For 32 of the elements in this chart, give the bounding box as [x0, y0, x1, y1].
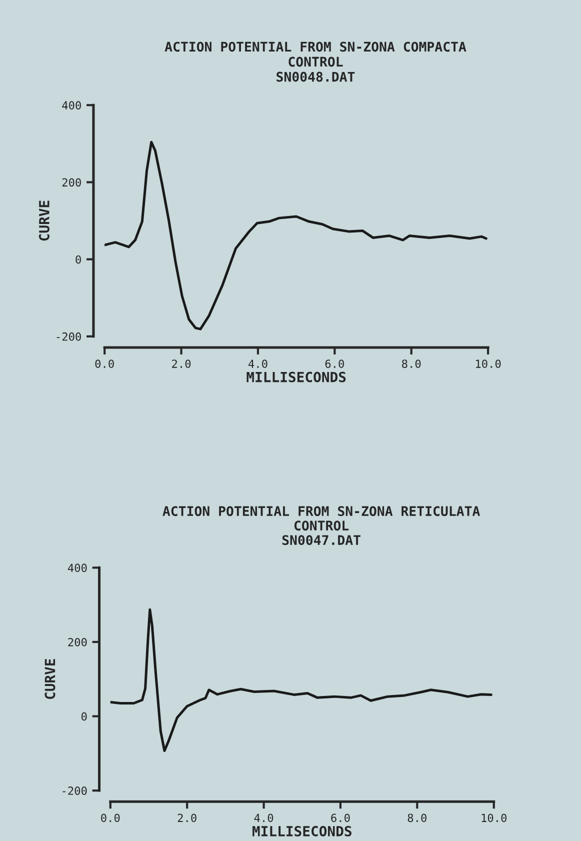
chart-subtitle: CONTROL [288, 56, 343, 67]
chart-title: ACTION POTENTIAL FROM SN-ZONA RETICULATA [162, 506, 480, 516]
x-axis-title: MILLISECONDS [252, 826, 352, 836]
line-series [104, 140, 488, 330]
line-series [110, 608, 492, 752]
chart-subtitle: CONTROL [294, 520, 349, 531]
x-tick-label: 0.0 [95, 360, 114, 368]
text: SN0047.DAT [282, 535, 360, 546]
y-tick-label: 400 [68, 564, 87, 572]
x-tick-label: 4.0 [248, 360, 268, 368]
x-tick-label: 6.0 [325, 360, 344, 368]
y-axis-title: CURVE [38, 200, 50, 241]
x-tick-label: 0.0 [101, 814, 120, 822]
x-tick-label: 8.0 [402, 360, 421, 368]
y-tick-label: 200 [68, 638, 87, 646]
y-tick-label: -200 [62, 786, 87, 795]
chart-title: ACTION POTENTIAL FROM SN-ZONA COMPACTA [164, 42, 466, 52]
x-tick-label: 2.0 [178, 814, 196, 822]
y-tick-label: 0 [76, 255, 81, 264]
x-tick-label: 10.0 [476, 360, 501, 368]
x-tick-label: 4.0 [254, 814, 274, 822]
y-tick-label: 400 [62, 101, 81, 110]
x-tick-label: 10.0 [482, 814, 507, 822]
x-tick-label: 8.0 [408, 814, 426, 822]
x-axis-title: MILLISECONDS [246, 372, 346, 382]
x-tick-label: 6.0 [331, 814, 350, 822]
text: SN0048.DAT [276, 72, 355, 82]
x-tick-label: 2.0 [172, 360, 191, 368]
y-tick-label: 0 [82, 712, 87, 721]
y-axis-title: CURVE [44, 659, 56, 699]
y-tick-label: -200 [56, 332, 81, 341]
y-tick-label: 200 [62, 178, 81, 187]
